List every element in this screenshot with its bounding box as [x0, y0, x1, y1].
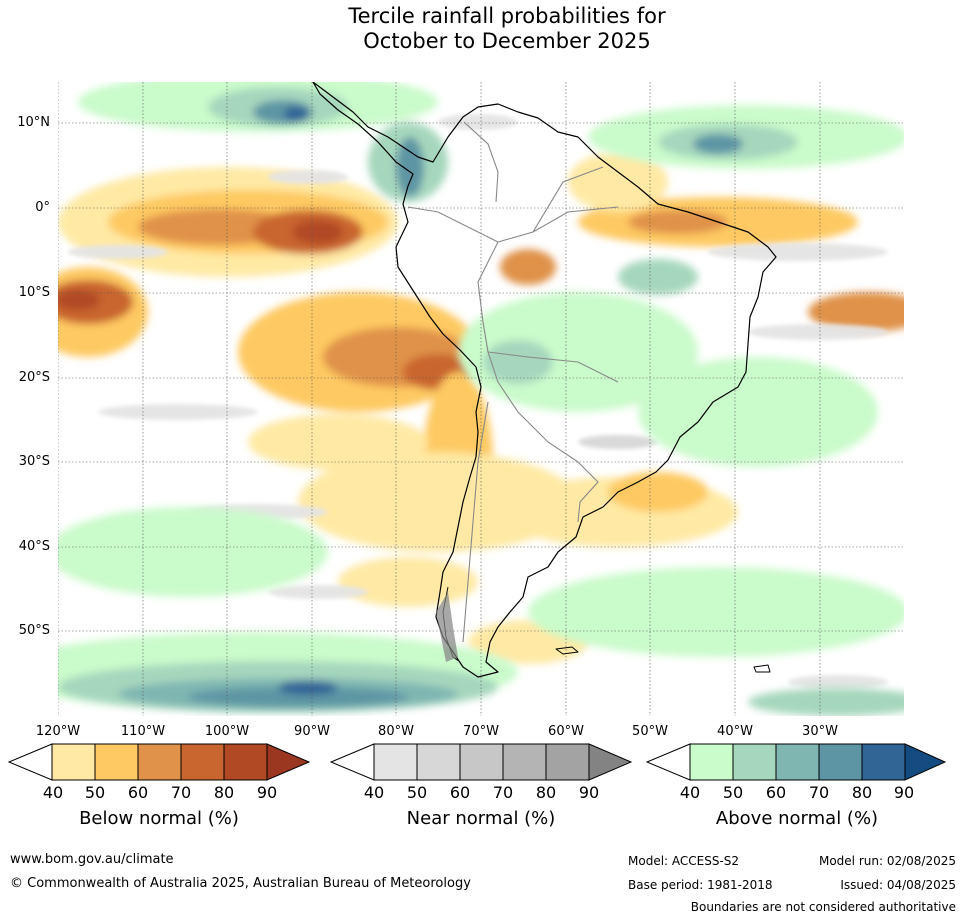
above-colorbar-extend-left	[645, 743, 691, 781]
lat-label-30s: 30°S	[18, 454, 50, 469]
below-colorbar-swatch-50-60	[94, 743, 139, 781]
above-tick-40: 40	[679, 783, 701, 802]
below-tick-90: 90	[256, 783, 278, 802]
near-colorbar-swatch-70-80	[502, 743, 547, 781]
near-colorbar-extend-right	[588, 743, 633, 781]
title-line-2: October to December 2025	[363, 29, 651, 53]
above-normal-field	[58, 82, 904, 716]
lon-label-30w: 30°W	[802, 724, 838, 739]
boundaries-disclaimer: Boundaries are not considered authoritat…	[690, 900, 956, 914]
above-colorbar-swatch-80-90	[861, 743, 906, 781]
map-canvas	[58, 82, 904, 716]
lon-label-80w: 80°W	[378, 724, 414, 739]
lon-label-90w: 90°W	[294, 724, 330, 739]
above-colorbar-swatch-70-80	[818, 743, 863, 781]
below-tick-80: 80	[213, 783, 235, 802]
lat-label-20s: 20°S	[18, 370, 50, 385]
lon-label-110w: 110°W	[120, 724, 166, 739]
above-normal-title: Above normal (%)	[715, 808, 879, 829]
near-normal-field	[68, 114, 888, 689]
lon-label-50w: 50°W	[632, 724, 668, 739]
copyright-text: © Commonwealth of Australia 2025, Austra…	[10, 876, 471, 891]
below-tick-40: 40	[42, 783, 64, 802]
andes-shading	[436, 592, 458, 662]
below-tick-50: 50	[84, 783, 106, 802]
lon-label-70w: 70°W	[463, 724, 499, 739]
above-tick-60: 60	[765, 783, 787, 802]
near-tick-50: 50	[406, 783, 428, 802]
bom-climate-link[interactable]: www.bom.gov.au/climate	[10, 852, 174, 867]
title-line-1: Tercile rainfall probabilities for	[348, 4, 666, 28]
near-colorbar-swatch-40-50	[373, 743, 418, 781]
below-normal-title: Below normal (%)	[79, 808, 239, 829]
graticule	[58, 82, 904, 716]
near-tick-60: 60	[449, 783, 471, 802]
near-tick-80: 80	[535, 783, 557, 802]
above-colorbar-extend-right	[904, 743, 947, 781]
below-colorbar-swatch-60-70	[137, 743, 182, 781]
above-tick-80: 80	[851, 783, 873, 802]
near-normal-title: Near normal (%)	[406, 808, 556, 829]
near-tick-90: 90	[578, 783, 600, 802]
below-tick-70: 70	[170, 783, 192, 802]
lat-label-10n: 10°N	[17, 115, 50, 130]
lat-label-40s: 40°S	[18, 539, 50, 554]
above-tick-90: 90	[893, 783, 915, 802]
lat-label-0: 0°	[35, 200, 50, 215]
near-colorbar-swatch-50-60	[416, 743, 461, 781]
below-normal-colorbar	[7, 743, 311, 781]
base-period: Base period: 1981-2018	[628, 878, 773, 892]
rainfall-probability-map	[58, 82, 904, 716]
below-colorbar-swatch-70-80	[180, 743, 225, 781]
near-colorbar-extend-left	[329, 743, 375, 781]
lon-label-100w: 100°W	[204, 724, 250, 739]
lat-label-10s: 10°S	[18, 285, 50, 300]
below-colorbar-extend-right	[266, 743, 311, 781]
model-name: Model: ACCESS-S2	[628, 854, 740, 868]
below-colorbar-swatch-40-50	[51, 743, 96, 781]
issued-date: Issued: 04/08/2025	[840, 878, 956, 892]
above-colorbar-swatch-50-60	[732, 743, 777, 781]
below-normal-field	[58, 152, 904, 664]
country-borders	[407, 121, 619, 643]
above-colorbar-swatch-60-70	[775, 743, 820, 781]
model-run-date: Model run: 02/08/2025	[818, 854, 956, 868]
near-tick-70: 70	[492, 783, 514, 802]
near-colorbar-swatch-60-70	[459, 743, 504, 781]
below-colorbar-extend-left	[7, 743, 53, 781]
above-colorbar-swatch-40-50	[689, 743, 734, 781]
below-tick-60: 60	[127, 783, 149, 802]
below-colorbar-swatch-80-90	[223, 743, 268, 781]
near-tick-40: 40	[363, 783, 385, 802]
near-normal-colorbar	[329, 743, 633, 781]
above-tick-50: 50	[722, 783, 744, 802]
above-normal-colorbar	[645, 743, 947, 781]
near-colorbar-swatch-80-90	[545, 743, 590, 781]
lon-label-120w: 120°W	[35, 724, 81, 739]
map-title: Tercile rainfall probabilities for Octob…	[0, 4, 965, 54]
lat-label-50s: 50°S	[18, 623, 50, 638]
above-tick-70: 70	[808, 783, 830, 802]
lon-label-40w: 40°W	[717, 724, 753, 739]
lon-label-60w: 60°W	[548, 724, 584, 739]
